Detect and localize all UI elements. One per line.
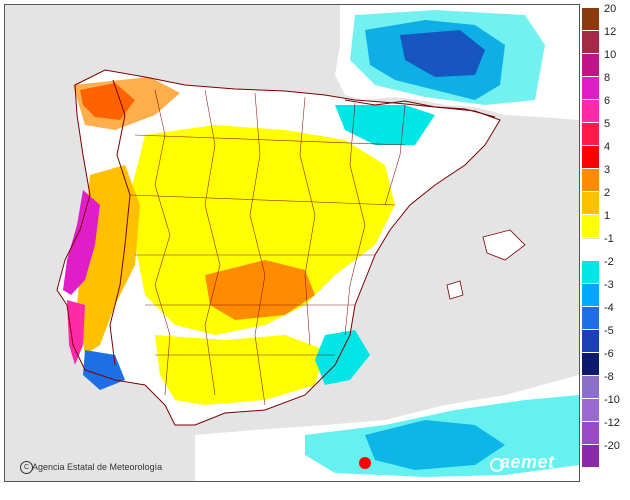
map-frame [4, 4, 580, 482]
province-borders [129, 89, 406, 406]
aemet-brand: aemet [500, 452, 555, 472]
france-cold-patch-2 [400, 30, 485, 77]
warm-center [130, 125, 395, 335]
legend-label: 20 [604, 3, 617, 15]
legend-swatch [582, 376, 599, 398]
legend-swatch [582, 445, 599, 467]
legend-label: 5 [604, 118, 611, 130]
legend-swatch [582, 399, 599, 421]
legend-swatch [582, 192, 599, 214]
portugal-border [109, 79, 131, 366]
legend-swatch [582, 261, 599, 283]
legend-swatch [582, 77, 599, 99]
france-border [344, 99, 496, 118]
legend-label: 3 [604, 164, 611, 176]
legend-swatch [582, 353, 599, 375]
cool-north [335, 105, 435, 145]
legend-label: -2 [604, 256, 614, 268]
credit-text: Agencia Estatal de Meteorología [32, 462, 163, 472]
warm-south [155, 335, 325, 405]
legend-swatch [582, 307, 599, 329]
legend-label: -5 [604, 325, 614, 337]
legend-label: -12 [604, 417, 620, 429]
balearic-islands [482, 229, 526, 261]
coastline [56, 69, 501, 426]
legend-label: -10 [604, 394, 620, 406]
north-africa-cool [305, 395, 579, 477]
legend-swatch [582, 31, 599, 53]
legend-swatch [582, 8, 599, 30]
legend-label: -6 [604, 348, 614, 360]
warm-portugal-coast [63, 190, 100, 295]
aemet-logo-icon [490, 458, 504, 472]
warm-portugal-coast-2 [67, 300, 85, 365]
legend-label: 6 [604, 95, 611, 107]
legend-swatch [582, 284, 599, 306]
legend-swatch [582, 422, 599, 444]
legend-label: 4 [604, 141, 611, 153]
legend-label: 8 [604, 72, 611, 84]
north-africa-hot-spot [359, 457, 371, 469]
legend-label: -4 [604, 302, 614, 314]
legend-label: -20 [604, 440, 620, 452]
legend-swatch [582, 146, 599, 168]
legend-swatch [582, 100, 599, 122]
warm-galicia-halo [73, 77, 180, 130]
color-legend: 20 12 10 8 6 5 4 3 2 1 -1 -2 -3 -4 -5 -6 -8 -10 -12 -20 [582, 4, 630, 478]
legend-swatch [582, 123, 599, 145]
legend-label: -8 [604, 371, 614, 383]
legend-label: 1 [604, 210, 611, 222]
legend-label: -1 [604, 233, 614, 245]
balearic-islands-2 [446, 280, 464, 300]
legend-swatch [582, 169, 599, 191]
legend-label: 2 [604, 187, 611, 199]
legend-swatch [582, 54, 599, 76]
legend-label: 12 [604, 26, 617, 38]
copyright-icon: C [20, 461, 33, 474]
anomaly-map [5, 5, 579, 481]
legend-swatch [582, 215, 599, 237]
legend-label: -3 [604, 279, 614, 291]
legend-label: 10 [604, 49, 617, 61]
legend-swatch [582, 238, 599, 262]
legend-swatch [582, 330, 599, 352]
